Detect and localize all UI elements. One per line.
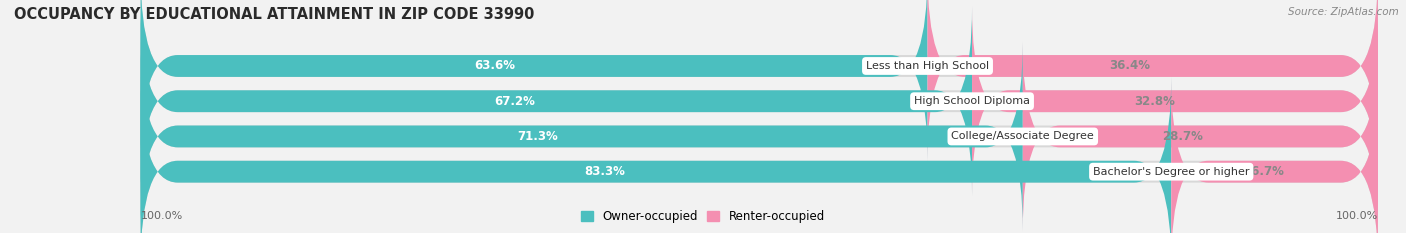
Text: 28.7%: 28.7% [1163,130,1204,143]
Text: OCCUPANCY BY EDUCATIONAL ATTAINMENT IN ZIP CODE 33990: OCCUPANCY BY EDUCATIONAL ATTAINMENT IN Z… [14,7,534,22]
Text: 32.8%: 32.8% [1135,95,1175,108]
Text: College/Associate Degree: College/Associate Degree [952,131,1094,141]
Text: 71.3%: 71.3% [517,130,558,143]
Text: 63.6%: 63.6% [474,59,515,72]
FancyBboxPatch shape [928,0,1378,161]
Text: 100.0%: 100.0% [1336,211,1378,221]
Text: 36.4%: 36.4% [1109,59,1150,72]
Text: 83.3%: 83.3% [583,165,624,178]
Text: Bachelor's Degree or higher: Bachelor's Degree or higher [1092,167,1250,177]
Text: 16.7%: 16.7% [1244,165,1285,178]
FancyBboxPatch shape [141,77,1378,233]
FancyBboxPatch shape [1022,42,1378,231]
Legend: Owner-occupied, Renter-occupied: Owner-occupied, Renter-occupied [576,206,830,228]
Text: 100.0%: 100.0% [141,211,183,221]
FancyBboxPatch shape [141,7,1378,196]
Text: 67.2%: 67.2% [495,95,536,108]
FancyBboxPatch shape [141,0,1378,161]
FancyBboxPatch shape [141,42,1022,231]
FancyBboxPatch shape [1171,77,1378,233]
Text: High School Diploma: High School Diploma [914,96,1031,106]
Text: Less than High School: Less than High School [866,61,988,71]
FancyBboxPatch shape [141,42,1378,231]
FancyBboxPatch shape [141,0,928,161]
FancyBboxPatch shape [141,7,972,196]
FancyBboxPatch shape [972,7,1378,196]
FancyBboxPatch shape [141,77,1171,233]
Text: Source: ZipAtlas.com: Source: ZipAtlas.com [1288,7,1399,17]
